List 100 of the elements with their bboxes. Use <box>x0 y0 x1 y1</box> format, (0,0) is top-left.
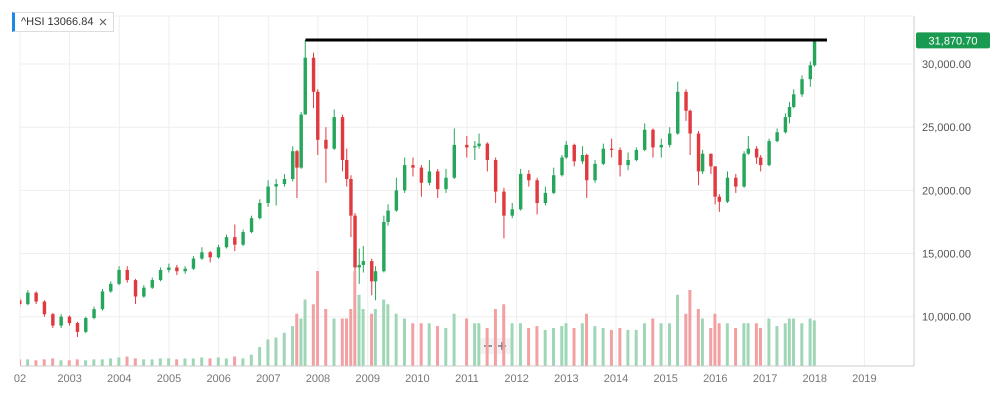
bar <box>746 323 750 366</box>
bar <box>200 357 204 366</box>
bar <box>610 330 613 366</box>
x-tick-label: 2005 <box>156 372 182 385</box>
candlestick <box>428 160 432 186</box>
bar <box>726 323 729 366</box>
candlestick <box>544 186 548 206</box>
bar <box>374 309 377 366</box>
bar <box>100 359 104 366</box>
candlestick <box>593 160 597 184</box>
x-tick-label: 2004 <box>107 372 132 385</box>
bar <box>486 328 489 366</box>
candlestick <box>709 153 713 174</box>
candlestick <box>700 149 704 174</box>
bar <box>402 318 406 366</box>
bar <box>183 358 186 366</box>
y-tick-label: 20,000.00 <box>922 185 971 198</box>
bar <box>535 326 538 366</box>
bar <box>642 323 646 366</box>
candlestick <box>572 143 576 167</box>
candlestick <box>282 173 286 188</box>
bar <box>734 328 738 366</box>
bar <box>660 323 663 366</box>
bar <box>767 318 770 366</box>
bar <box>808 318 812 366</box>
bar <box>291 326 294 366</box>
x-tick-label: 2007 <box>256 372 281 385</box>
candlestick <box>808 60 812 88</box>
bar <box>775 326 778 366</box>
candlestick <box>634 146 638 162</box>
bar <box>518 323 522 366</box>
candlestick <box>216 244 220 260</box>
candlestick <box>618 146 622 177</box>
bar <box>126 356 129 366</box>
bar <box>216 357 220 366</box>
candlestick <box>486 142 490 172</box>
candlestick <box>527 170 531 188</box>
candlestick <box>370 258 374 296</box>
bar <box>428 323 431 366</box>
bar <box>800 323 804 366</box>
candlestick <box>775 128 779 143</box>
candlestick <box>473 140 477 161</box>
bar <box>26 359 30 366</box>
candlestick <box>420 164 424 198</box>
bar <box>76 359 79 366</box>
candlestick <box>109 280 112 294</box>
candlestick <box>580 146 584 164</box>
bar <box>134 358 137 366</box>
bar <box>233 356 236 366</box>
candlestick <box>233 224 237 252</box>
candlestick <box>792 88 796 109</box>
bar <box>626 330 630 366</box>
x-tick-label: 2010 <box>405 372 430 385</box>
x-tick-label: 2006 <box>206 372 231 385</box>
candlestick <box>535 177 539 215</box>
x-tick-label: 2003 <box>57 372 82 385</box>
candlestick <box>477 133 481 150</box>
bar <box>208 358 212 366</box>
candlestick <box>386 204 390 226</box>
bar <box>241 358 244 366</box>
candlestick <box>117 266 121 286</box>
bar <box>477 323 480 366</box>
bar <box>324 309 328 366</box>
bar <box>394 314 398 366</box>
candlestick <box>51 312 55 329</box>
bar <box>282 332 286 366</box>
bar <box>593 326 596 366</box>
bar <box>465 318 468 366</box>
bar <box>564 323 568 366</box>
bar <box>353 271 356 366</box>
candlestick <box>746 136 750 156</box>
bar <box>109 358 112 366</box>
bar <box>370 314 374 366</box>
candlestick <box>241 229 245 246</box>
candlestick <box>295 149 299 198</box>
candlestick <box>68 314 72 326</box>
x-tick-label: 2019 <box>852 372 877 385</box>
x-tick-label: 2008 <box>306 372 330 385</box>
candlestick <box>200 246 204 260</box>
bar <box>304 300 307 366</box>
candlestick <box>610 138 614 158</box>
bar <box>316 271 320 366</box>
bar <box>142 359 146 366</box>
x-tick-label: 2016 <box>703 372 728 385</box>
bar <box>742 323 746 366</box>
candlestick <box>266 180 270 208</box>
bar <box>266 339 270 366</box>
x-tick-label: 2009 <box>355 372 380 385</box>
bar <box>618 328 622 366</box>
candlestick <box>150 277 154 290</box>
bar <box>544 330 547 366</box>
candlestick <box>274 178 278 206</box>
candlestick <box>552 167 556 195</box>
candlestick <box>465 136 469 158</box>
bar <box>713 314 716 366</box>
bar <box>340 318 344 366</box>
bar <box>700 318 704 366</box>
candlestick <box>626 152 630 171</box>
bar <box>250 354 253 366</box>
x-tick-label: 2011 <box>455 372 479 385</box>
